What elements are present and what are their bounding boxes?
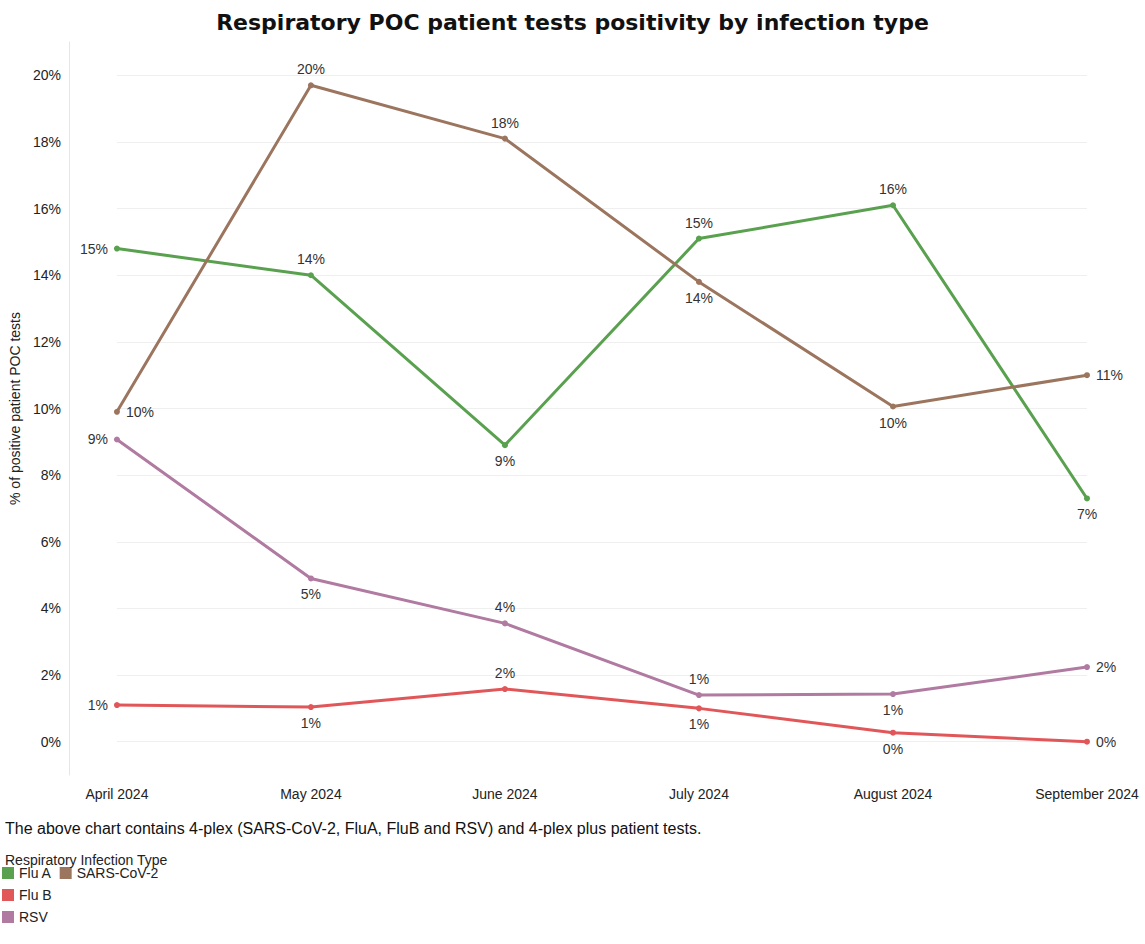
svg-text:4%: 4%: [41, 600, 61, 616]
svg-text:6%: 6%: [41, 534, 61, 550]
svg-text:Flu B: Flu B: [19, 887, 52, 903]
svg-text:1%: 1%: [301, 715, 321, 731]
svg-text:12%: 12%: [33, 334, 61, 350]
svg-text:2%: 2%: [495, 665, 515, 681]
svg-text:June 2024: June 2024: [472, 786, 538, 802]
svg-text:11%: 11%: [1096, 367, 1123, 383]
svg-text:Flu A: Flu A: [19, 865, 51, 881]
svg-text:September 2024: September 2024: [1035, 786, 1139, 802]
svg-text:0%: 0%: [883, 741, 903, 757]
svg-text:1%: 1%: [883, 702, 903, 718]
svg-text:The above chart contains 4-ple: The above chart contains 4-plex (SARS-Co…: [5, 820, 701, 837]
svg-text:May 2024: May 2024: [280, 786, 342, 802]
svg-text:10%: 10%: [126, 404, 154, 420]
svg-text:14%: 14%: [297, 251, 325, 267]
svg-text:14%: 14%: [33, 267, 61, 283]
svg-text:0%: 0%: [1096, 734, 1116, 750]
svg-text:1%: 1%: [689, 716, 709, 732]
svg-text:Respiratory POC patient tests: Respiratory POC patient tests positivity…: [216, 10, 929, 35]
svg-text:20%: 20%: [33, 67, 61, 83]
svg-text:9%: 9%: [88, 431, 108, 447]
svg-text:Respiratory Infection Type: Respiratory Infection Type: [5, 852, 168, 868]
svg-text:4%: 4%: [495, 599, 515, 615]
svg-text:16%: 16%: [879, 181, 907, 197]
svg-text:July 2024: July 2024: [669, 786, 729, 802]
svg-text:0%: 0%: [41, 734, 61, 750]
svg-text:% of positive patient POC test: % of positive patient POC tests: [7, 312, 23, 505]
svg-text:8%: 8%: [41, 467, 61, 483]
svg-text:RSV: RSV: [19, 909, 48, 925]
svg-text:16%: 16%: [33, 201, 61, 217]
svg-text:15%: 15%: [685, 215, 713, 231]
svg-text:20%: 20%: [297, 61, 325, 77]
svg-text:1%: 1%: [88, 697, 108, 713]
svg-text:10%: 10%: [33, 401, 61, 417]
svg-text:2%: 2%: [41, 667, 61, 683]
svg-text:August 2024: August 2024: [854, 786, 933, 802]
svg-text:18%: 18%: [491, 115, 519, 131]
svg-text:15%: 15%: [80, 241, 108, 257]
svg-text:10%: 10%: [879, 415, 907, 431]
svg-text:2%: 2%: [1096, 659, 1116, 675]
svg-text:7%: 7%: [1077, 506, 1097, 522]
svg-text:April 2024: April 2024: [85, 786, 148, 802]
svg-text:9%: 9%: [495, 453, 515, 469]
svg-text:18%: 18%: [33, 134, 61, 150]
svg-text:14%: 14%: [685, 290, 713, 306]
svg-text:SARS-CoV-2: SARS-CoV-2: [76, 865, 159, 881]
svg-text:1%: 1%: [689, 671, 709, 687]
svg-text:5%: 5%: [301, 586, 321, 602]
